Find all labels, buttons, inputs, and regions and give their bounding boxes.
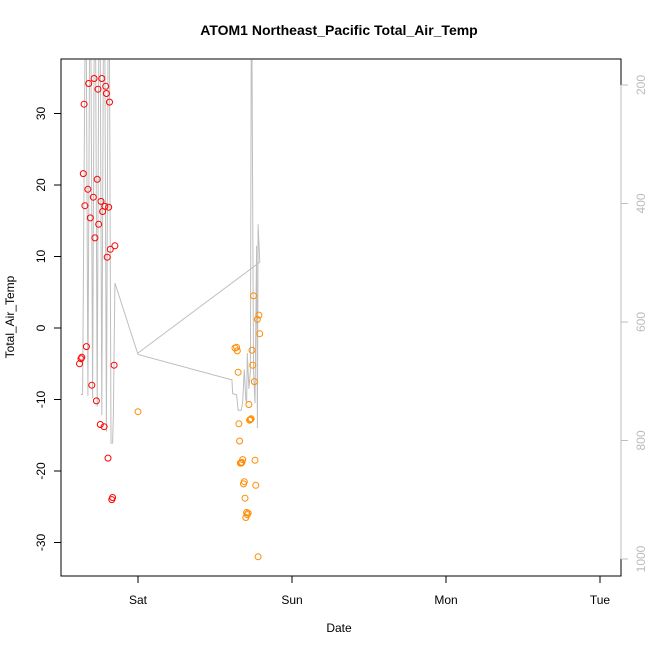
y-tick-label: 0 bbox=[34, 324, 48, 331]
data-point bbox=[251, 456, 259, 464]
data-point bbox=[111, 242, 119, 250]
data-point bbox=[98, 75, 106, 82]
air-temp-line bbox=[81, 59, 261, 444]
gray-line-series bbox=[81, 59, 261, 444]
right-tick-label: 600 bbox=[634, 312, 648, 332]
data-point bbox=[253, 315, 261, 323]
data-point bbox=[248, 346, 256, 354]
data-point bbox=[96, 421, 104, 428]
data-point bbox=[89, 193, 97, 201]
y-tick-label: 30 bbox=[34, 107, 48, 121]
data-point bbox=[256, 330, 264, 338]
right-tick-label: 800 bbox=[634, 430, 648, 450]
data-point bbox=[79, 170, 87, 178]
data-point bbox=[91, 234, 99, 242]
data-point bbox=[239, 456, 247, 464]
data-point bbox=[82, 343, 90, 351]
data-point bbox=[84, 185, 92, 193]
data-point bbox=[95, 220, 103, 228]
scatter-points bbox=[76, 75, 264, 561]
y-tick-label: 20 bbox=[34, 178, 48, 192]
data-point bbox=[105, 203, 113, 211]
data-point bbox=[250, 378, 258, 386]
plot-area-frame bbox=[60, 58, 622, 577]
data-point bbox=[90, 75, 98, 82]
data-point bbox=[103, 253, 111, 261]
data-point bbox=[233, 343, 241, 351]
data-point bbox=[254, 553, 262, 561]
data-point bbox=[81, 202, 89, 210]
data-point bbox=[236, 437, 244, 445]
y-axis-label: Total_Air_Temp bbox=[3, 275, 17, 358]
data-point bbox=[85, 80, 93, 87]
data-point bbox=[252, 481, 260, 489]
data-point bbox=[234, 368, 242, 376]
chart-title: ATOM1 Northeast_Pacific Total_Air_Temp bbox=[200, 22, 477, 38]
data-point bbox=[243, 511, 251, 519]
data-point bbox=[233, 347, 241, 355]
data-point bbox=[246, 416, 254, 423]
data-point bbox=[106, 98, 113, 106]
data-point bbox=[104, 454, 112, 462]
data-point bbox=[102, 90, 110, 97]
data-point bbox=[101, 202, 109, 210]
data-point bbox=[76, 360, 83, 368]
right-tick-label: 1000 bbox=[634, 545, 648, 572]
x-tick-label: Tue bbox=[590, 593, 611, 607]
data-point bbox=[235, 420, 243, 428]
data-point bbox=[109, 494, 117, 501]
y-tick-label: -10 bbox=[34, 391, 48, 409]
data-point bbox=[93, 175, 101, 183]
x-axis: Sat Sun Mon Tue bbox=[129, 575, 611, 607]
data-point bbox=[238, 458, 246, 466]
data-point bbox=[241, 494, 249, 502]
x-axis-label: Date bbox=[326, 621, 352, 635]
right-y-axis: 200 400 600 800 1000 bbox=[620, 75, 648, 572]
x-tick-label: Mon bbox=[434, 593, 457, 607]
data-point bbox=[249, 361, 257, 369]
data-point bbox=[250, 292, 257, 300]
y-tick-label: -30 bbox=[34, 534, 48, 552]
x-tick-label: Sat bbox=[129, 593, 148, 607]
data-point bbox=[240, 478, 248, 486]
data-point bbox=[106, 245, 114, 253]
data-point bbox=[77, 355, 85, 363]
data-point bbox=[110, 361, 118, 369]
data-point bbox=[134, 408, 142, 416]
data-point bbox=[237, 459, 245, 467]
data-point bbox=[86, 214, 94, 222]
data-point bbox=[88, 381, 96, 389]
data-point bbox=[94, 85, 102, 93]
right-tick-label: 400 bbox=[634, 193, 648, 213]
right-tick-label: 200 bbox=[634, 75, 648, 95]
data-point bbox=[255, 311, 263, 319]
x-tick-label: Sun bbox=[281, 593, 302, 607]
data-point bbox=[246, 416, 254, 424]
data-point bbox=[247, 415, 255, 423]
y-tick-label: 10 bbox=[34, 250, 48, 264]
data-point bbox=[97, 197, 105, 205]
data-point bbox=[80, 100, 88, 108]
data-point bbox=[244, 509, 252, 517]
y-axis: -30 -20 -10 0 10 20 30 bbox=[34, 107, 62, 552]
data-point bbox=[92, 397, 100, 405]
data-point bbox=[245, 401, 253, 408]
data-point bbox=[78, 353, 86, 361]
data-point bbox=[100, 423, 108, 431]
data-point bbox=[102, 82, 110, 90]
y-tick-label: -20 bbox=[34, 462, 48, 480]
